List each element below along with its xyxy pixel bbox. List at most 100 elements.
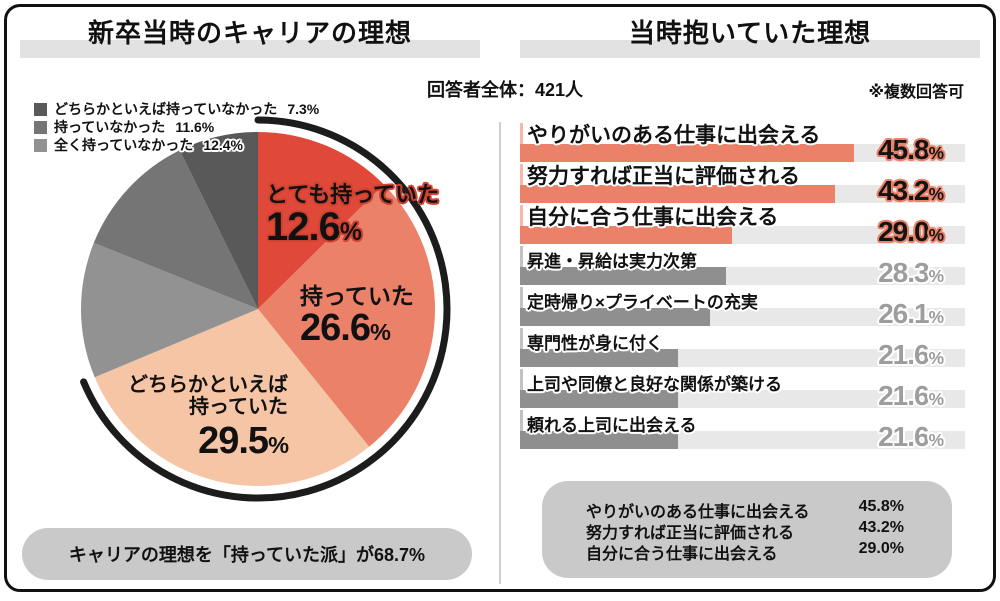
bar-row: 自分に合う仕事に出会える 29.0% bbox=[520, 203, 965, 247]
percent-sign: % bbox=[928, 225, 944, 245]
summary-value: 43.2% bbox=[858, 519, 904, 536]
percent-sign: % bbox=[928, 184, 944, 204]
bar-label: 頼れる上司に出会える bbox=[527, 416, 697, 435]
bar-row: 頼れる上司に出会える 21.6% bbox=[520, 408, 965, 452]
highlight-arc bbox=[80, 116, 451, 502]
row-tick bbox=[520, 164, 523, 203]
bar-fill bbox=[520, 185, 836, 203]
bar-value: 21.6% bbox=[878, 421, 944, 452]
bar-fill bbox=[520, 308, 711, 326]
pie-slice-5 bbox=[179, 131, 258, 309]
bar-fill bbox=[520, 390, 678, 408]
percent-sign: % bbox=[268, 432, 289, 458]
percent-sign: % bbox=[928, 348, 944, 368]
slice-value-text: 29.5% bbox=[198, 420, 289, 462]
bar-label: 上司や同僚と良好な関係が築ける bbox=[527, 375, 782, 394]
summary-row: 自分に合う仕事に出会える 29.0% bbox=[586, 540, 904, 563]
slice-label-text: とても持っていた bbox=[266, 182, 440, 207]
legend-label: 持っていなかった bbox=[54, 119, 166, 135]
percent-sign: % bbox=[928, 266, 944, 286]
row-tick bbox=[520, 328, 523, 367]
row-tick bbox=[520, 205, 523, 244]
bar-label: 定時帰り×プライベートの充実 bbox=[527, 293, 758, 312]
row-tick bbox=[520, 123, 523, 162]
pie-slice-1 bbox=[258, 184, 436, 447]
pie-chart bbox=[80, 116, 451, 502]
bar-row: 上司や同僚と良好な関係が築ける 21.6% bbox=[520, 367, 965, 411]
legend-item: どちらかといえば持っていなかった 7.3% bbox=[34, 100, 319, 118]
left-panel-title: 新卒当時のキャリアの理想 bbox=[87, 18, 412, 48]
pie-slice-label-totemo: とても持っていた 12.6% bbox=[266, 183, 439, 253]
bar-value: 21.6% bbox=[878, 380, 944, 411]
slice-label-text: 持っていた bbox=[189, 396, 288, 418]
percent-sign: % bbox=[339, 219, 362, 246]
pie-summary-caption: キャリアの理想を「持っていた派」が68.7% bbox=[22, 528, 472, 580]
summary-row: やりがいのある仕事に出会える 45.8% bbox=[586, 498, 904, 521]
summary-label: 自分に合う仕事に出会える bbox=[586, 546, 778, 563]
pie-slice-3 bbox=[81, 242, 258, 378]
bar-chart: やりがいのある仕事に出会える 45.8% 努力すれば正当に評価される 43.2% 自分に… bbox=[520, 121, 965, 452]
bar-fill bbox=[520, 431, 678, 449]
legend-value: 11.6% bbox=[175, 119, 215, 135]
pie-slice-label-motteita: 持っていた 26.6% bbox=[300, 284, 414, 352]
summary-label: やりがいのある仕事に出会える bbox=[586, 504, 810, 521]
row-tick bbox=[520, 369, 523, 408]
slice-value-text: 26.6% bbox=[300, 307, 391, 349]
legend-item: 全く持っていなかった 12.4% bbox=[34, 136, 319, 154]
bar-label: 昇進・昇給は実力次第 bbox=[527, 252, 697, 271]
bar-value: 29.0% bbox=[878, 216, 944, 247]
row-tick bbox=[520, 410, 523, 449]
bar-value: 43.2% bbox=[878, 175, 944, 206]
legend-value: 7.3% bbox=[287, 101, 320, 117]
legend-item: 持っていなかった 11.6% bbox=[34, 118, 319, 136]
summary-row: 努力すれば正当に評価される 43.2% bbox=[586, 519, 904, 542]
legend-swatch-icon bbox=[34, 138, 47, 152]
bar-label: 専門性が身に付く bbox=[527, 334, 663, 353]
pie-slice-4 bbox=[93, 150, 258, 309]
pie-slice-label-dochira: どちらかといえば 持っていた 29.5% bbox=[118, 374, 289, 465]
slice-value-text: 12.6% bbox=[266, 205, 362, 249]
legend-label: 全く持っていなかった bbox=[54, 137, 194, 153]
bar-value: 28.3% bbox=[878, 257, 944, 288]
left-title-highlight bbox=[20, 40, 480, 58]
bar-row: 定時帰り×プライベートの充実 26.1% bbox=[520, 285, 965, 329]
bar-label: 自分に合う仕事に出会える bbox=[527, 206, 779, 229]
right-title-highlight bbox=[520, 40, 980, 58]
bar-value: 26.1% bbox=[878, 298, 944, 329]
multiple-answers-note: ※複数回答可 bbox=[868, 84, 964, 101]
bar-row: 専門性が身に付く 21.6% bbox=[520, 326, 965, 370]
bar-value: 21.6% bbox=[878, 339, 944, 370]
percent-sign: % bbox=[928, 307, 944, 327]
percent-sign: % bbox=[928, 389, 944, 409]
legend-label: どちらかといえば持っていなかった bbox=[54, 101, 278, 117]
bar-label: やりがいのある仕事に出会える bbox=[527, 124, 821, 147]
slice-label-text: どちらかといえば bbox=[128, 374, 288, 396]
legend-value: 12.4% bbox=[203, 137, 244, 153]
pie-slice-0 bbox=[258, 132, 384, 309]
bar-label: 努力すれば正当に評価される bbox=[527, 165, 800, 188]
legend-swatch-icon bbox=[34, 102, 47, 116]
bar-row: 努力すれば正当に評価される 43.2% bbox=[520, 162, 965, 206]
top3-summary-box: やりがいのある仕事に出会える 45.8% 努力すれば正当に評価される 43.2%… bbox=[542, 481, 952, 578]
bar-value: 45.8% bbox=[878, 134, 944, 165]
right-panel-title: 当時抱いていた理想 bbox=[628, 18, 872, 48]
bar-row: やりがいのある仕事に出会える 45.8% bbox=[520, 121, 965, 165]
respondents-total: 回答者全体：421人 bbox=[426, 80, 584, 100]
slice-label-text: 持っていた bbox=[300, 283, 414, 309]
percent-sign: % bbox=[928, 430, 944, 450]
pie-slice-2 bbox=[94, 309, 370, 486]
row-tick bbox=[520, 246, 523, 285]
pie-legend: どちらかといえば持っていなかった 7.3% 持っていなかった 11.6% 全く持… bbox=[34, 100, 319, 154]
summary-value: 45.8% bbox=[858, 498, 904, 515]
bar-fill bbox=[520, 349, 678, 367]
summary-value: 29.0% bbox=[858, 540, 904, 557]
percent-sign: % bbox=[369, 319, 391, 345]
summary-label: 努力すれば正当に評価される bbox=[586, 525, 795, 542]
legend-swatch-icon bbox=[34, 120, 47, 134]
row-tick bbox=[520, 287, 523, 326]
bar-fill bbox=[520, 267, 727, 285]
percent-sign: % bbox=[928, 143, 944, 163]
panel-divider bbox=[499, 122, 501, 584]
bar-fill bbox=[520, 226, 732, 244]
